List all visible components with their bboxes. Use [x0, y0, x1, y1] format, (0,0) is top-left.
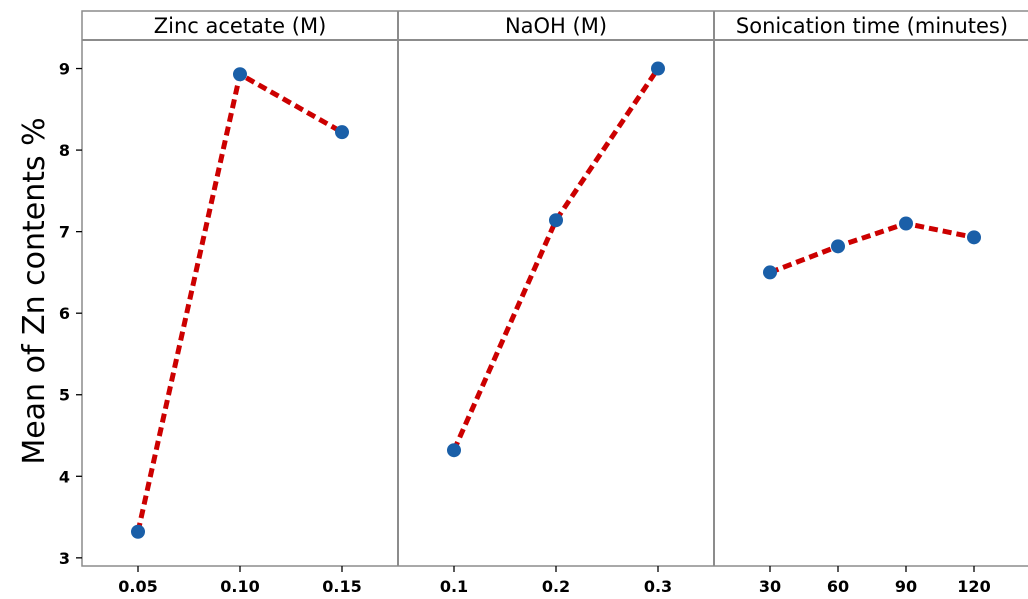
y-tick-label: 6 — [59, 304, 70, 323]
data-point — [651, 61, 665, 76]
panel-title: Sonication time (minutes) — [736, 14, 1008, 38]
panel-2: NaOH (M) 0.1 0.2 0.3 — [397, 11, 672, 596]
x-tick-label: 0.2 — [542, 577, 570, 596]
panel-1: Zinc acetate (M) 0.05 0.10 0.15 — [118, 14, 361, 596]
x-tick-label: 60 — [827, 577, 849, 596]
x-tick-label: 0.3 — [644, 577, 672, 596]
data-point — [967, 230, 981, 245]
plot-frame-layer — [81, 10, 1028, 567]
data-point — [831, 239, 845, 254]
x-tick-label: 120 — [957, 577, 990, 596]
y-tick-label: 7 — [59, 223, 70, 242]
data-point — [549, 213, 563, 228]
x-tick-label: 0.05 — [118, 577, 157, 596]
x-tick-label: 0.1 — [440, 577, 468, 596]
y-tick-label: 9 — [59, 60, 70, 79]
y-tick-label: 5 — [59, 386, 70, 405]
y-axis: 3 4 5 6 7 8 9 — [59, 60, 82, 568]
data-point — [233, 67, 247, 82]
x-tick-label: 30 — [759, 577, 781, 596]
panel-title: NaOH (M) — [505, 14, 607, 38]
panel-3: Sonication time (minutes) 30 60 90 120 — [713, 11, 1008, 596]
data-point — [763, 265, 777, 280]
mean-line — [135, 70, 344, 533]
y-tick-label: 4 — [59, 467, 70, 486]
data-point — [335, 125, 349, 140]
data-point — [447, 443, 461, 458]
x-tick-label: 0.10 — [220, 577, 259, 596]
plot-frame — [81, 10, 1028, 567]
data-point — [899, 216, 913, 231]
x-tick-label: 0.15 — [322, 577, 361, 596]
mean-line — [769, 220, 975, 275]
y-tick-label: 3 — [59, 549, 70, 568]
y-axis-label: Mean of Zn contents % — [17, 117, 52, 464]
mean-line — [451, 67, 661, 452]
panel-title: Zinc acetate (M) — [154, 14, 327, 38]
data-point — [131, 524, 145, 539]
panels: Zinc acetate (M) 0.05 0.10 0.15 NaOH (M) 0.1 0… — [118, 11, 1008, 596]
x-tick-label: 90 — [895, 577, 917, 596]
y-tick-label: 8 — [59, 141, 70, 160]
